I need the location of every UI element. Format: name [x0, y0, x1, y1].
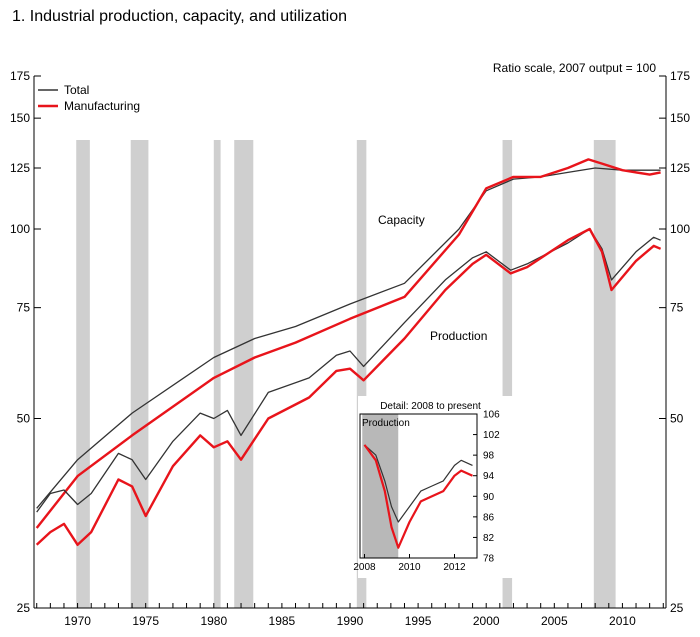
- x-tick-label: 2010: [609, 614, 636, 628]
- inset-y-tick-label: 78: [483, 554, 495, 565]
- y-tick-label-left: 75: [17, 301, 31, 315]
- inset-y-tick-label: 98: [483, 451, 495, 462]
- y-tick-label-right: 25: [670, 601, 684, 615]
- x-tick-label: 1975: [132, 614, 159, 628]
- chart-title: 1. Industrial production, capacity, and …: [12, 8, 348, 25]
- y-tick-label-right: 50: [670, 411, 684, 425]
- y-tick-label-right: 125: [670, 161, 690, 175]
- y-tick-label-left: 175: [10, 69, 30, 83]
- capacity-total-line: [36, 167, 661, 509]
- recession-bar: [76, 140, 90, 608]
- recession-bar: [502, 140, 513, 608]
- capacity-manufacturing-line: [35, 158, 661, 529]
- x-tick-label: 1970: [64, 614, 91, 628]
- inset-x-tick-label: 2012: [443, 562, 466, 573]
- inset-title: Detail: 2008 to present: [380, 401, 481, 412]
- inset-recession-shade: [362, 414, 399, 558]
- y-tick-label-left: 125: [10, 161, 30, 175]
- production-total-line: [36, 228, 661, 513]
- x-tick-label: 1985: [269, 614, 296, 628]
- x-tick-label: 2000: [473, 614, 500, 628]
- y-tick-label-left: 100: [10, 222, 30, 236]
- inset-total-line: [364, 444, 473, 523]
- inset-shade-label: Production: [362, 418, 410, 429]
- inset-y-tick-label: 102: [483, 430, 500, 441]
- recession-bar: [213, 140, 221, 608]
- inset-y-tick-label: 86: [483, 512, 495, 523]
- y-tick-label-right: 100: [670, 222, 690, 236]
- legend-label-manufacturing: Manufacturing: [64, 99, 140, 113]
- inset-x-tick-label: 2010: [398, 562, 421, 573]
- y-tick-label-right: 175: [670, 69, 690, 83]
- x-tick-label: 1995: [405, 614, 432, 628]
- y-tick-label-left: 50: [17, 411, 31, 425]
- production-annotation: Production: [430, 329, 487, 343]
- inset-y-tick-label: 82: [483, 533, 495, 544]
- inset-y-tick-label: 106: [483, 410, 500, 421]
- recession-bar: [593, 140, 616, 608]
- scale-note: Ratio scale, 2007 output = 100: [493, 61, 656, 75]
- x-tick-label: 1990: [337, 614, 364, 628]
- y-tick-label-left: 150: [10, 111, 30, 125]
- inset-y-tick-label: 90: [483, 492, 495, 503]
- recession-bar: [356, 140, 367, 608]
- y-tick-label-left: 25: [17, 601, 31, 615]
- production-manufacturing-line: [35, 227, 662, 546]
- legend-label-total: Total: [64, 83, 89, 97]
- y-tick-label-right: 150: [670, 111, 690, 125]
- inset-x-tick-label: 2008: [353, 562, 376, 573]
- inset-y-tick-label: 94: [483, 471, 495, 482]
- inset-frame: [359, 413, 478, 559]
- recession-bar: [234, 140, 254, 608]
- y-tick-label-right: 75: [670, 301, 684, 315]
- recession-bar: [130, 140, 149, 608]
- x-tick-label: 1980: [200, 614, 227, 628]
- inset-manufacturing-line: [363, 444, 473, 549]
- x-tick-label: 2005: [541, 614, 568, 628]
- capacity-annotation: Capacity: [378, 213, 425, 227]
